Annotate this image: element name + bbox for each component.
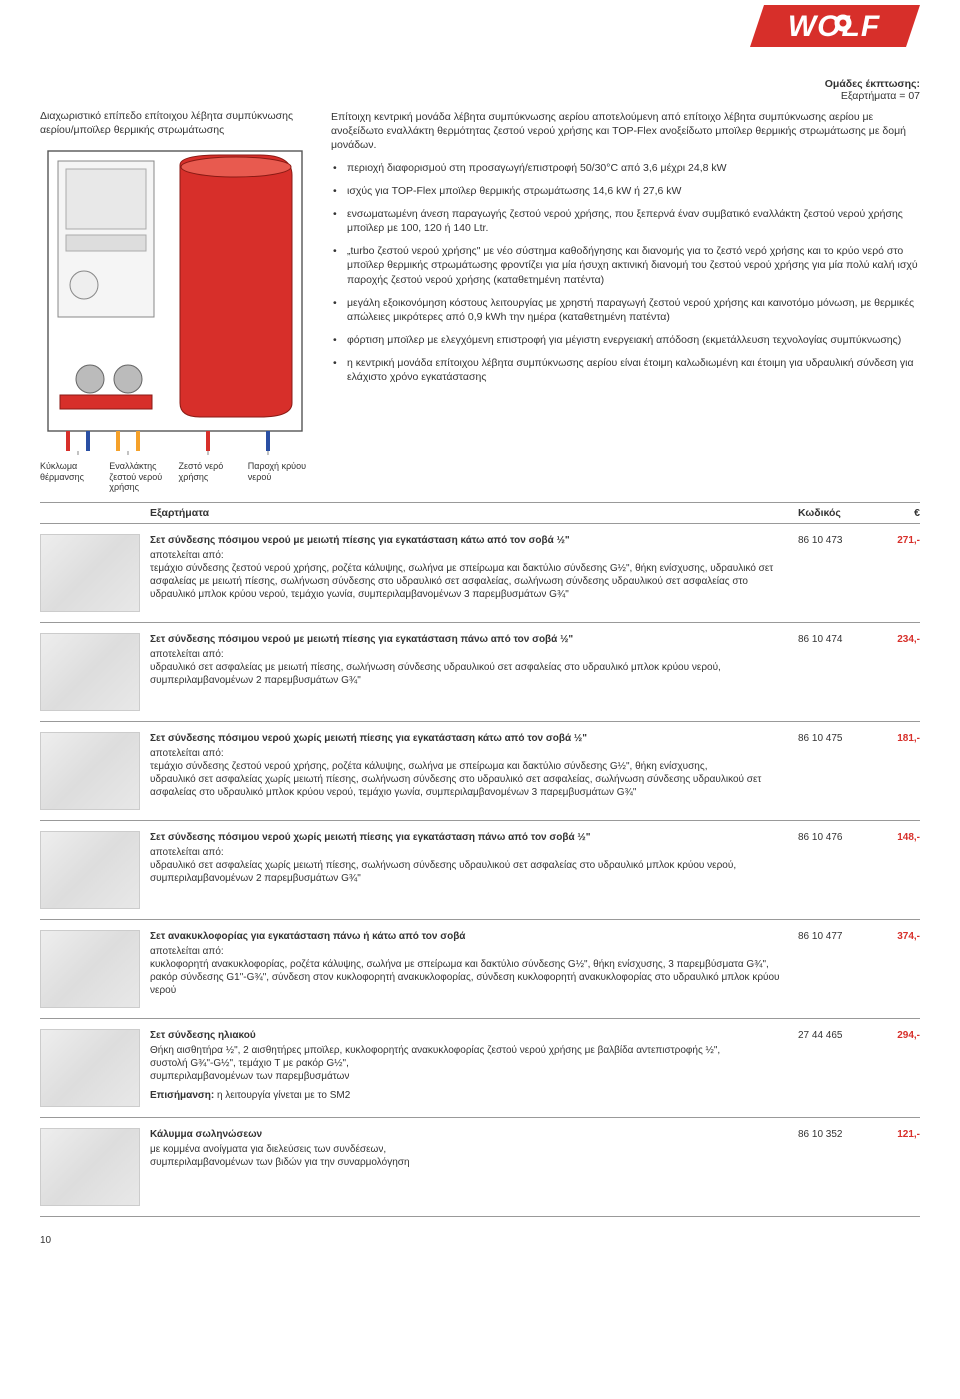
bullet-item: „turbo ζεστού νερού χρήσης" με νέο σύστη… <box>343 244 920 287</box>
accessory-image <box>40 534 150 612</box>
accessory-code: 86 10 474 <box>798 633 870 711</box>
accessory-body: Θήκη αισθητήρα ½", 2 αισθητήρες μποϊλερ,… <box>150 1044 790 1083</box>
header-code: Κωδικός <box>798 507 870 519</box>
discount-line1: Ομάδες έκπτωσης: <box>40 78 920 90</box>
accessory-code: 86 10 352 <box>798 1128 870 1206</box>
accessory-body: αποτελείται από: υδραυλικό σετ ασφαλείας… <box>150 648 790 687</box>
diagram-label-1: Κύκλωμα θέρμανσης <box>40 461 107 492</box>
accessory-image <box>40 930 150 1008</box>
accessories-header: Εξαρτήματα Κωδικός € <box>40 502 920 524</box>
discount-group: Ομάδες έκπτωσης: Εξαρτήματα = 07 <box>40 78 920 102</box>
header-price: € <box>870 507 920 519</box>
accessory-row: Σετ σύνδεσης πόσιμου νερού με μειωτή πίε… <box>40 524 920 623</box>
diagram-label-3: Ζεστό νερό χρήσης <box>179 461 246 492</box>
accessory-code: 86 10 477 <box>798 930 870 1008</box>
accessory-code: 86 10 476 <box>798 831 870 909</box>
intro-text: Επίτοιχη κεντρική μονάδα λέβητα συμπύκνω… <box>331 110 920 153</box>
accessory-title: Σετ σύνδεσης ηλιακού <box>150 1029 790 1042</box>
accessory-row: Σετ σύνδεσης πόσιμου νερού χωρίς μειωτή … <box>40 722 920 821</box>
right-column: Επίτοιχη κεντρική μονάδα λέβητα συμπύκνω… <box>331 110 920 492</box>
accessory-image <box>40 831 150 909</box>
bullet-item: περιοχή διαφορισμού στη προσαγωγή/επιστρ… <box>343 161 920 175</box>
product-image-placeholder <box>40 1029 140 1107</box>
logo-text: WOLF <box>788 10 880 43</box>
accessory-body: με κομμένα ανοίγματα για διελεύσεις των … <box>150 1143 790 1169</box>
diagram-label-2: Εναλλάκτης ζεστού νερού χρήσης <box>109 461 176 492</box>
discount-line2: Εξαρτήματα = 07 <box>40 90 920 102</box>
accessory-price: 148,- <box>870 831 920 909</box>
accessory-image <box>40 732 150 810</box>
accessory-description: Σετ σύνδεσης ηλιακού Θήκη αισθητήρα ½", 2… <box>150 1029 798 1107</box>
accessory-price: 271,- <box>870 534 920 612</box>
accessory-row: Σετ σύνδεσης πόσιμου νερού με μειωτή πίε… <box>40 623 920 722</box>
diagram-labels: Κύκλωμα θέρμανσης Εναλλάκτης ζεστού νερο… <box>40 461 315 492</box>
accessory-description: Κάλυμμα σωληνώσεων με κομμένα ανοίγματα γ… <box>150 1128 798 1206</box>
accessory-price: 181,- <box>870 732 920 810</box>
accessory-title: Σετ σύνδεσης πόσιμου νερού με μειωτή πίε… <box>150 534 790 547</box>
product-image-placeholder <box>40 930 140 1008</box>
accessory-note: Επισήμανση: η λειτουργία γίνεται με το S… <box>150 1083 790 1102</box>
accessory-price: 374,- <box>870 930 920 1008</box>
product-image-placeholder <box>40 633 140 711</box>
accessory-body: αποτελείται από: τεμάχιο σύνδεσης ζεστού… <box>150 747 790 799</box>
product-image-placeholder <box>40 534 140 612</box>
accessory-row: Σετ σύνδεσης πόσιμου νερού χωρίς μειωτή … <box>40 821 920 920</box>
left-title: Διαχωριστικό επίπεδο επίτοιχου λέβητα συ… <box>40 110 315 137</box>
page-number: 10 <box>40 1235 920 1246</box>
accessory-title: Σετ σύνδεσης πόσιμου νερού χωρίς μειωτή … <box>150 831 790 844</box>
wolf-logo-svg: WOLF <box>750 5 920 47</box>
accessory-code: 86 10 473 <box>798 534 870 612</box>
bullet-item: μεγάλη εξοικονόμηση κόστους λειτουργίας … <box>343 296 920 324</box>
accessory-description: Σετ σύνδεσης πόσιμου νερού με μειωτή πίε… <box>150 633 798 711</box>
accessory-image <box>40 633 150 711</box>
feature-bullets: περιοχή διαφορισμού στη προσαγωγή/επιστρ… <box>331 161 920 385</box>
accessory-row: Σετ σύνδεσης ηλιακού Θήκη αισθητήρα ½", 2… <box>40 1019 920 1118</box>
accessory-code: 86 10 475 <box>798 732 870 810</box>
accessory-code: 27 44 465 <box>798 1029 870 1107</box>
bullet-item: ενσωματωμένη άνεση παραγωγής ζεστού νερο… <box>343 207 920 235</box>
accessory-title: Σετ σύνδεσης πόσιμου νερού χωρίς μειωτή … <box>150 732 790 745</box>
accessories-rows: Σετ σύνδεσης πόσιμου νερού με μειωτή πίε… <box>40 524 920 1217</box>
accessory-body: αποτελείται από: κυκλοφορητή ανακυκλοφορ… <box>150 945 790 997</box>
accessory-body: αποτελείται από: υδραυλικό σετ ασφαλείας… <box>150 846 790 885</box>
product-image-placeholder <box>40 732 140 810</box>
accessory-row: Σετ ανακυκλοφορίας για εγκατάσταση πάνω … <box>40 920 920 1019</box>
top-section: Διαχωριστικό επίπεδο επίτοιχου λέβητα συ… <box>40 110 920 492</box>
product-image-placeholder <box>40 831 140 909</box>
accessory-description: Σετ σύνδεσης πόσιμου νερού χωρίς μειωτή … <box>150 732 798 810</box>
header-desc: Εξαρτήματα <box>150 507 798 519</box>
accessory-price: 234,- <box>870 633 920 711</box>
accessory-row: Κάλυμμα σωληνώσεων με κομμένα ανοίγματα γ… <box>40 1118 920 1217</box>
bullet-item: ισχύς για TOP-Flex μποϊλερ θερμικής στρω… <box>343 184 920 198</box>
accessory-description: Σετ σύνδεσης πόσιμου νερού με μειωτή πίε… <box>150 534 798 612</box>
accessory-image <box>40 1029 150 1107</box>
accessory-description: Σετ σύνδεσης πόσιμου νερού χωρίς μειωτή … <box>150 831 798 909</box>
left-column: Διαχωριστικό επίπεδο επίτοιχου λέβητα συ… <box>40 110 315 492</box>
brand-logo: WOLF <box>750 5 920 60</box>
accessory-body: αποτελείται από: τεμάχιο σύνδεσης ζεστού… <box>150 549 790 601</box>
accessory-price: 121,- <box>870 1128 920 1206</box>
accessory-title: Κάλυμμα σωληνώσεων <box>150 1128 790 1141</box>
diagram-label-4: Παροχή κρύου νερού <box>248 461 315 492</box>
accessory-description: Σετ ανακυκλοφορίας για εγκατάσταση πάνω … <box>150 930 798 1008</box>
accessory-title: Σετ ανακυκλοφορίας για εγκατάσταση πάνω … <box>150 930 790 943</box>
boiler-diagram <box>40 145 310 455</box>
product-image-placeholder <box>40 1128 140 1206</box>
bullet-item: φόρτιση μποϊλερ με ελεγχόμενη επιστροφή … <box>343 333 920 347</box>
accessory-image <box>40 1128 150 1206</box>
accessory-price: 294,- <box>870 1029 920 1107</box>
bullet-item: η κεντρική μονάδα επίτοιχου λέβητα συμπύ… <box>343 356 920 384</box>
accessory-title: Σετ σύνδεσης πόσιμου νερού με μειωτή πίε… <box>150 633 790 646</box>
